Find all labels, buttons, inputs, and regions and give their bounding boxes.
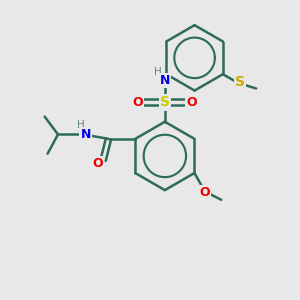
Text: S: S bbox=[235, 75, 245, 88]
Text: O: O bbox=[133, 96, 143, 109]
Text: H: H bbox=[77, 120, 85, 130]
Text: O: O bbox=[186, 96, 197, 109]
Text: O: O bbox=[92, 157, 103, 170]
Text: H: H bbox=[154, 67, 162, 77]
Text: N: N bbox=[80, 128, 91, 141]
Text: O: O bbox=[200, 186, 210, 199]
Text: N: N bbox=[160, 74, 170, 87]
Text: S: S bbox=[160, 95, 170, 110]
